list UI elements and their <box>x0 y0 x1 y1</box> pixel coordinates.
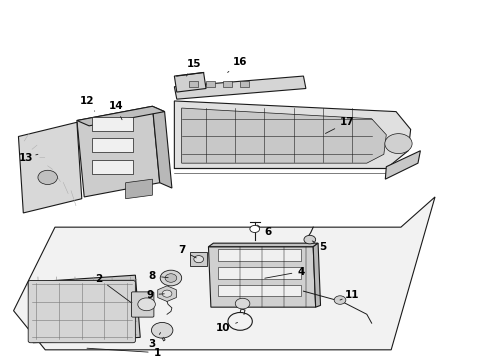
Circle shape <box>138 298 155 311</box>
Text: 17: 17 <box>325 117 355 134</box>
Text: 9: 9 <box>147 290 164 300</box>
Circle shape <box>304 235 316 244</box>
Text: 2: 2 <box>95 274 131 303</box>
Text: 5: 5 <box>312 241 326 252</box>
Polygon shape <box>77 106 160 197</box>
Polygon shape <box>385 151 420 179</box>
Text: 14: 14 <box>109 101 123 120</box>
Circle shape <box>250 225 260 233</box>
Text: 12: 12 <box>79 96 95 111</box>
Polygon shape <box>174 76 306 99</box>
Polygon shape <box>208 243 318 247</box>
Text: 1: 1 <box>87 348 161 358</box>
Bar <box>218 267 301 279</box>
Circle shape <box>38 170 57 184</box>
Polygon shape <box>208 247 316 307</box>
Bar <box>218 285 301 297</box>
Polygon shape <box>19 122 82 213</box>
Polygon shape <box>174 101 411 168</box>
Polygon shape <box>313 243 320 307</box>
Bar <box>218 249 301 261</box>
Polygon shape <box>14 197 435 350</box>
Text: 3: 3 <box>149 333 161 350</box>
Circle shape <box>194 256 203 263</box>
Text: 4: 4 <box>265 267 305 278</box>
Text: 13: 13 <box>19 153 38 163</box>
Bar <box>240 81 249 87</box>
Circle shape <box>165 274 177 282</box>
Polygon shape <box>152 106 172 188</box>
Text: 10: 10 <box>216 323 238 333</box>
Polygon shape <box>174 72 206 92</box>
Bar <box>206 81 215 87</box>
Circle shape <box>235 298 250 309</box>
FancyBboxPatch shape <box>28 280 135 343</box>
Circle shape <box>334 296 346 304</box>
Circle shape <box>162 290 172 297</box>
Polygon shape <box>182 108 386 163</box>
Text: 11: 11 <box>340 290 360 300</box>
Bar <box>92 159 133 174</box>
Polygon shape <box>191 252 207 266</box>
Circle shape <box>160 270 182 286</box>
Bar <box>92 117 133 131</box>
Polygon shape <box>28 275 140 343</box>
Text: 6: 6 <box>257 225 272 237</box>
Text: 8: 8 <box>149 271 168 281</box>
Text: 16: 16 <box>228 57 247 72</box>
FancyBboxPatch shape <box>131 292 154 317</box>
Bar <box>223 81 232 87</box>
Bar <box>92 138 133 153</box>
Circle shape <box>385 134 412 154</box>
Bar <box>189 81 198 87</box>
Text: 7: 7 <box>178 245 196 258</box>
Circle shape <box>151 323 173 338</box>
Polygon shape <box>77 106 165 126</box>
Text: 15: 15 <box>187 59 201 76</box>
Polygon shape <box>125 179 152 199</box>
